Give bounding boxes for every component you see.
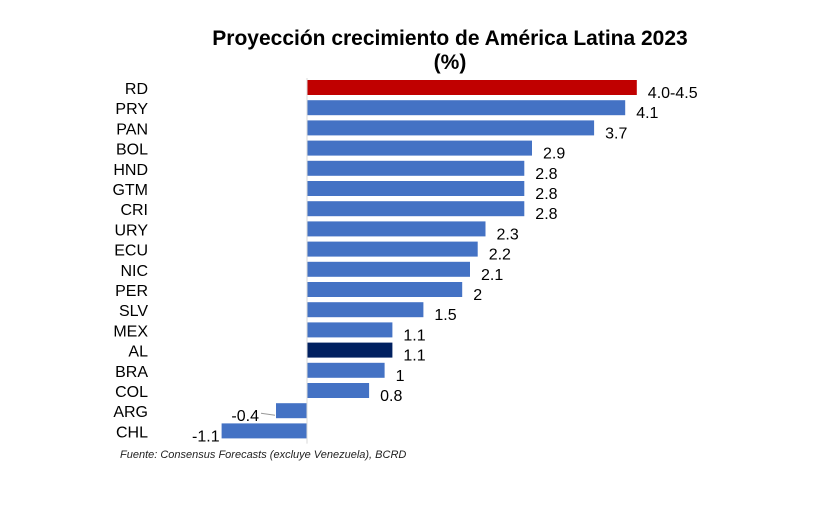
- bar-bra: [307, 362, 385, 378]
- category-label-ury: URY: [115, 222, 149, 239]
- category-label-col: COL: [115, 384, 148, 401]
- data-labels-group: 4.0-4.5 4.1 3.7 2.9 2.8 2.8 2.8 2.3 2.2 2.1 2 1.5 1.…: [192, 85, 698, 445]
- category-label-pan: PAN: [116, 121, 148, 138]
- bar-rd: [307, 80, 637, 95]
- data-label-ury: 2.3: [497, 226, 519, 243]
- bar-arg: [276, 403, 307, 419]
- category-label-gtm: GTM: [112, 182, 148, 199]
- category-label-hnd: HND: [113, 162, 148, 179]
- category-label-mex: MEX: [113, 323, 148, 340]
- data-label-slv: 1.5: [434, 307, 456, 324]
- bar-al: [307, 342, 393, 358]
- category-label-arg: ARG: [113, 404, 148, 421]
- chart-title: Proyección crecimiento de América Latina…: [212, 27, 688, 50]
- bar-ecu: [307, 241, 478, 257]
- data-label-col: 0.8: [380, 388, 402, 405]
- bar-mex: [307, 322, 393, 338]
- chart-subtitle: (%): [433, 51, 467, 74]
- bar-slv: [307, 302, 424, 318]
- bar-gtm: [307, 181, 525, 196]
- data-label-chl: -1.1: [192, 428, 220, 445]
- category-label-chl: CHL: [116, 424, 148, 441]
- category-label-pry: PRY: [115, 101, 148, 118]
- data-label-hnd: 2.8: [535, 166, 557, 183]
- bar-hnd: [307, 160, 525, 176]
- data-label-bra: 1: [396, 368, 405, 385]
- category-label-bol: BOL: [116, 142, 148, 159]
- category-label-bra: BRA: [115, 364, 148, 381]
- data-label-per: 2: [473, 287, 482, 304]
- category-label-ecu: ECU: [114, 243, 148, 260]
- bars-group: [221, 80, 637, 439]
- data-label-nic: 2.1: [481, 267, 503, 284]
- data-label-cri: 2.8: [535, 206, 557, 223]
- data-label-pan: 3.7: [605, 125, 627, 142]
- bar-chl: [221, 423, 307, 439]
- data-label-ecu: 2.2: [489, 247, 511, 264]
- category-label-al: AL: [128, 344, 148, 361]
- data-label-mex: 1.1: [403, 327, 425, 344]
- data-label-gtm: 2.8: [535, 186, 557, 203]
- category-label-per: PER: [115, 283, 148, 300]
- category-label-nic: NIC: [120, 263, 148, 280]
- bar-nic: [307, 261, 470, 277]
- bar-cri: [307, 201, 525, 217]
- leader-line-arg: [260, 412, 276, 416]
- data-label-arg: -0.4: [231, 408, 259, 425]
- data-label-bol: 2.9: [543, 146, 565, 163]
- bar-col: [307, 383, 370, 398]
- bar-pan: [307, 120, 595, 136]
- bar-bol: [307, 140, 532, 156]
- bar-ury: [307, 221, 486, 237]
- bar-pry: [307, 100, 626, 116]
- bar-per: [307, 282, 463, 297]
- data-label-pry: 4.1: [636, 105, 658, 122]
- data-label-al: 1.1: [403, 348, 425, 365]
- source-note: Fuente: Consensus Forecasts (excluye Ven…: [120, 449, 407, 461]
- category-label-rd: RD: [125, 81, 148, 98]
- category-label-cri: CRI: [120, 202, 148, 219]
- category-label-slv: SLV: [119, 303, 148, 320]
- category-labels-group: RD PRY PAN BOL HND GTM CRI URY ECU NIC PER SLV MEX AL…: [112, 81, 148, 441]
- data-label-rd: 4.0-4.5: [648, 85, 698, 102]
